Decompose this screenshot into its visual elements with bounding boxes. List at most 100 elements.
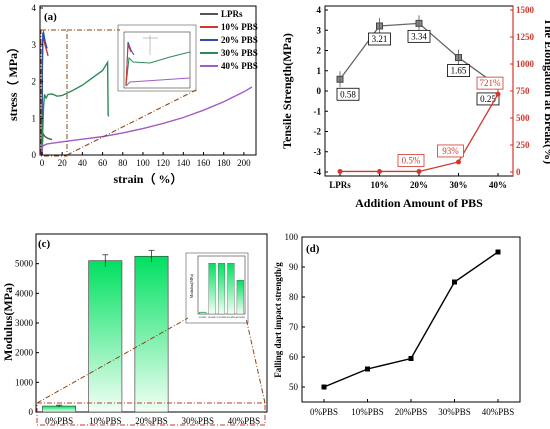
y-tick-label: 0: [32, 150, 37, 160]
y-tick-label: -1: [314, 106, 322, 116]
y-tick-label: 2000: [15, 348, 34, 358]
panel-c-zoom-line-2: [245, 317, 266, 404]
y-tick-label: -4: [314, 167, 322, 177]
x-tick-label: 20%PBS: [135, 416, 168, 426]
panel-d-label: (d): [306, 243, 320, 255]
bar: [88, 260, 123, 413]
panel-a-zoom-box: [40, 29, 68, 157]
panel-d-plot-area: [321, 249, 501, 390]
panel-a-label: (a): [44, 11, 57, 23]
x-tick-label: 180: [217, 158, 231, 168]
y-tick-label: 3000: [15, 318, 34, 328]
y-tick-label: 90: [289, 262, 299, 272]
inset-x-label: 40%PBS: [236, 316, 246, 319]
x-tick-label: 40: [78, 158, 88, 168]
panel-b-ylabel: Tensile Strength(MPa): [280, 33, 294, 149]
elongation-point: [416, 168, 422, 174]
panel-c-label: (c): [38, 238, 51, 250]
x-tick-label: 160: [197, 158, 211, 168]
legend-label: 30% PBS: [221, 48, 258, 58]
elongation-data-label: 0.5%: [402, 155, 421, 165]
panel-a-inset: [117, 24, 197, 92]
inset-bar: [227, 263, 235, 315]
panel-d: (d) 50 60 70 80 90 100 0%PBS 10%PBS 20%PBS 30%PBS…: [273, 232, 521, 417]
x-tick-label: 10%PBS: [89, 416, 122, 426]
panel-b: LPRs 10% 20% 30% 40% -4 -3 -2 -1 0 1 2 3 4 0 250 500 750 1…: [280, 5, 550, 210]
y2-tick-label: 250: [516, 140, 530, 150]
inset-bar: [199, 311, 207, 315]
inset-x-label: 30%PBS: [226, 316, 236, 319]
y-tick-label: 3: [317, 25, 322, 35]
inset-curve-30: [125, 51, 191, 87]
panel-b-xlabel: Addition Amount of PBS: [355, 196, 483, 210]
x-tick-label: 40%: [489, 180, 507, 190]
tensile-label-box: [447, 64, 470, 77]
elongation-label-box: [476, 76, 504, 90]
y2-tick-label: 0: [516, 167, 521, 177]
panel-a-xlabel: strain（ %）: [113, 171, 182, 186]
inset-bar: [217, 263, 226, 315]
elongation-point: [377, 168, 382, 174]
panel-c-ylabel: Modulus(MPa): [1, 283, 15, 361]
tensile-label-box: [407, 29, 431, 43]
impact-point: [495, 249, 501, 255]
elongation-point: [337, 168, 343, 174]
elongation-point: [456, 159, 461, 165]
x-tick-label: 0%PBS: [310, 407, 338, 417]
tensile-data-label: 1.65: [451, 66, 467, 76]
x-tick-label: 80: [118, 158, 128, 168]
panel-a-zoom-line-2: [66, 89, 197, 156]
elongation-label-box: [437, 144, 464, 158]
y-tick-label: 3: [32, 40, 37, 50]
inset-curve-10: [125, 44, 132, 87]
y-tick-label: 0: [29, 407, 34, 417]
x-tick-label: 20: [58, 158, 68, 168]
panel-b-plot-area: 0.58 3.21 3.34 1.65 0.25 0.5% 93% 721%: [336, 15, 504, 174]
y-tick-label: 100: [285, 232, 299, 242]
panel-c-inset-bars: 0%PBS 10%PBS 20%PBS 30%PBS 40%PBS: [199, 263, 246, 319]
panel-d-axes: 50 60 70 80 90 100 0%PBS 10%PBS 20%PBS 30%PBS 40%P…: [285, 232, 515, 417]
x-tick-label: LPRs: [329, 180, 351, 190]
x-tick-label: 20%PBS: [395, 407, 428, 417]
inset-x-label: 20%PBS: [217, 316, 227, 319]
y-tick-label: 4: [317, 5, 322, 15]
inset-x-label: 0%PBS: [199, 316, 207, 319]
tensile-data-label: 0.58: [340, 89, 356, 99]
panel-a: (a) 0 20 40 60 80 100 120 140 160 180 200 0 1 2 3 4 str…: [5, 3, 258, 186]
y2-tick-label: 1250: [516, 32, 535, 42]
x-tick-label: 10%: [371, 180, 389, 190]
y-tick-label: 70: [289, 322, 299, 332]
y2-tick-label: 500: [516, 113, 530, 123]
impact-point: [365, 366, 370, 372]
x-tick-label: 60: [98, 158, 108, 168]
tensile-data-label: 3.34: [411, 31, 427, 41]
x-tick-label: 140: [177, 158, 191, 168]
y-tick-label: 2: [32, 77, 37, 87]
impact-point: [408, 356, 414, 361]
panel-a-ylabel: stress（ MPa）: [5, 41, 20, 121]
panel-c-inset-ylabel: Modulus(MPa): [189, 273, 194, 298]
x-tick-label: 40%PBS: [228, 416, 261, 426]
panel-a-frame: [39, 5, 257, 156]
series-line-40pbs: [41, 86, 253, 156]
y-tick-label: 1000: [15, 377, 34, 387]
y-tick-label: -3: [314, 147, 322, 157]
y-tick-label: 0: [317, 86, 322, 96]
x-tick-label: 40%PBS: [482, 407, 515, 417]
y-tick-label: 80: [289, 292, 299, 302]
legend-label: 40% PBS: [221, 61, 258, 71]
x-tick-label: 30%PBS: [181, 416, 214, 426]
impact-line: [323, 251, 499, 388]
panel-c-zoom-box: [36, 402, 266, 426]
panel-c-zoom-line-1: [36, 317, 189, 404]
inset-curve-40: [125, 77, 191, 87]
panel-c-inset: 0%PBS 10%PBS 20%PBS 30%PBS 40%PBS Modulus(MP…: [185, 252, 249, 324]
inset-x-label: 10%PBS: [208, 316, 218, 319]
tensile-data-label: 3.21: [372, 34, 388, 44]
y2-tick-label: 1000: [516, 59, 535, 69]
y-tick-label: 1: [317, 66, 322, 76]
x-tick-label: 0%PBS: [45, 416, 73, 426]
y-tick-label: -2: [314, 127, 322, 137]
bar: [134, 255, 169, 413]
